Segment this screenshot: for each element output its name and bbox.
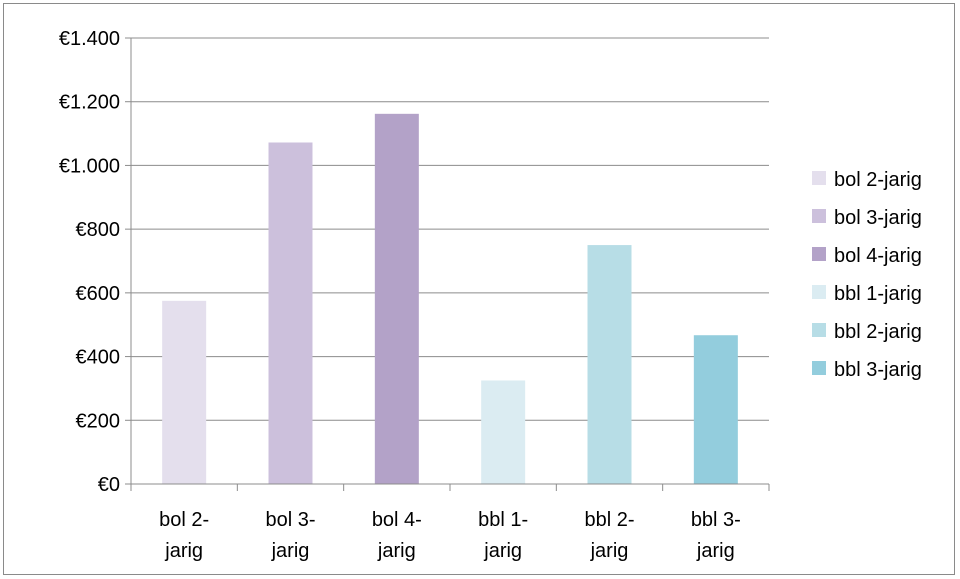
y-tick-label: €400: [76, 347, 121, 369]
legend-swatch: [812, 247, 826, 261]
bar-1: [162, 300, 207, 484]
legend-swatch: [812, 361, 826, 375]
legend-label: bbl 2-jarig: [834, 321, 922, 343]
bar-chart: €0 €200 €400 €600 €800 €1.000 €1.200 €1.400 bol…: [59, 28, 922, 562]
category-label: bbl 2-: [584, 509, 634, 531]
y-tick-labels: €0 €200 €400 €600 €800 €1.000 €1.200 €1.400: [59, 28, 120, 496]
legend-swatch: [812, 323, 826, 337]
category-label: bol 3-: [265, 509, 315, 531]
legend-label: bol 3-jarig: [834, 207, 922, 229]
bars: [162, 113, 738, 484]
axes: [125, 37, 770, 491]
bar-5: [587, 245, 632, 484]
legend-swatch: [812, 209, 826, 223]
category-label: jarig: [696, 540, 735, 562]
category-label: jarig: [590, 540, 629, 562]
legend-swatch: [812, 285, 826, 299]
category-label: jarig: [271, 540, 310, 562]
legend-label: bol 4-jarig: [834, 245, 922, 267]
category-label: jarig: [483, 540, 522, 562]
y-tick-label: €1.000: [59, 155, 120, 177]
bar-4: [481, 380, 526, 484]
y-tick-label: €200: [76, 410, 121, 432]
category-label: jarig: [377, 540, 416, 562]
y-tick-label: €800: [76, 219, 121, 241]
y-tick-label: €1.400: [59, 28, 120, 50]
y-tick-label: €1.200: [59, 92, 120, 114]
bar-3: [374, 113, 419, 484]
category-label: bbl 1-: [478, 509, 528, 531]
y-tick-label: €600: [76, 283, 121, 305]
category-label: bol 2-: [159, 509, 209, 531]
legend-label: bol 2-jarig: [834, 169, 922, 191]
category-label: bbl 3-: [691, 509, 741, 531]
legend-label: bbl 1-jarig: [834, 283, 922, 305]
category-labels: bol 2- jarig bol 3- jarig bol 4- jarig bbl 1- j…: [159, 509, 741, 562]
category-label: bol 4-: [372, 509, 422, 531]
legend-label: bbl 3-jarig: [834, 359, 922, 381]
category-label: jarig: [164, 540, 203, 562]
bar-6: [693, 335, 738, 484]
bar-2: [268, 142, 313, 484]
gridlines: [131, 37, 769, 421]
chart-frame: €0 €200 €400 €600 €800 €1.000 €1.200 €1.400 bol…: [3, 3, 955, 575]
y-tick-label: €0: [98, 474, 120, 496]
legend: bol 2-jarig bol 3-jarig bol 4-jarig bbl 1-j…: [812, 169, 922, 381]
legend-swatch: [812, 171, 826, 185]
